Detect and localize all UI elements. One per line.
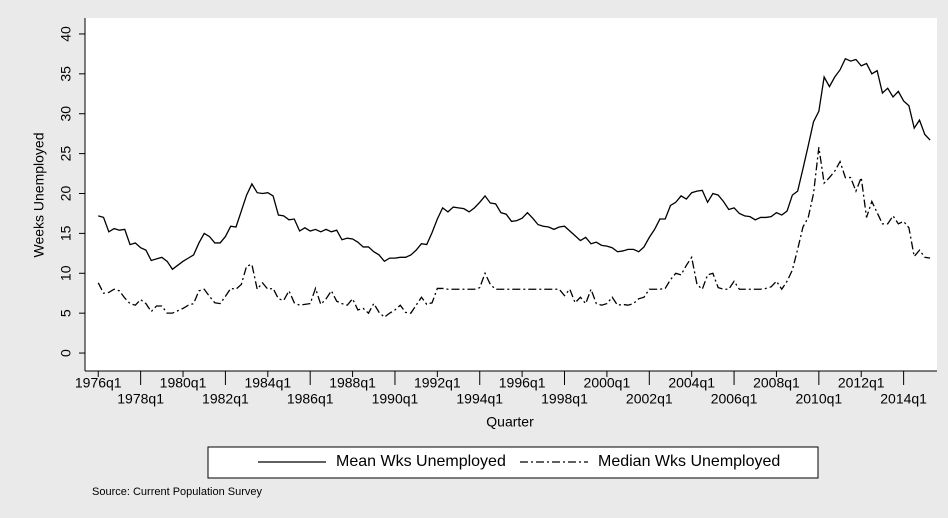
plot-area — [85, 18, 937, 371]
x-tick-label: 2006q1 — [711, 391, 758, 407]
y-tick-label: 5 — [58, 309, 74, 317]
legend-label: Median Wks Unemployed — [598, 453, 780, 470]
x-tick-label: 1998q1 — [541, 391, 588, 407]
x-tick-label: 1992q1 — [414, 375, 461, 391]
line-series — [97, 147, 931, 318]
x-tick-label: 2008q1 — [753, 375, 800, 391]
x-tick-label: 1980q1 — [160, 375, 207, 391]
x-tick-label: 1982q1 — [202, 391, 249, 407]
y-axis-label: Weeks Unemployed — [31, 132, 47, 257]
y-tick-label: 30 — [58, 106, 74, 122]
y-tick-label: 0 — [58, 349, 74, 357]
x-tick-label: 1994q1 — [456, 391, 503, 407]
y-tick-label: 25 — [58, 146, 74, 162]
line-series — [98, 57, 931, 271]
x-tick-label: 1978q1 — [117, 391, 164, 407]
legend-label: Mean Wks Unemployed — [336, 453, 506, 470]
y-tick-label: 40 — [58, 26, 74, 42]
y-tick-label: 20 — [58, 186, 74, 202]
y-tick-label: 15 — [58, 225, 74, 241]
x-tick-label: 1996q1 — [499, 375, 546, 391]
x-axis-label: Quarter — [486, 414, 534, 430]
x-tick-label: 2000q1 — [584, 375, 631, 391]
x-tick-label: 1976q1 — [75, 375, 122, 391]
x-tick-label: 1984q1 — [244, 375, 291, 391]
note: Source: Current Population Survey — [92, 486, 262, 498]
y-tick-label: 35 — [58, 66, 74, 82]
x-tick-label: 2004q1 — [668, 375, 715, 391]
x-tick-label: 2002q1 — [626, 391, 673, 407]
y-tick-label: 10 — [58, 265, 74, 281]
x-tick-label: 1986q1 — [287, 391, 334, 407]
x-tick-label: 2012q1 — [838, 375, 885, 391]
x-tick-label: 2010q1 — [795, 391, 842, 407]
x-tick-label: 1990q1 — [372, 391, 419, 407]
x-tick-label: 2014q1 — [880, 391, 927, 407]
x-tick-label: 1988q1 — [329, 375, 376, 391]
